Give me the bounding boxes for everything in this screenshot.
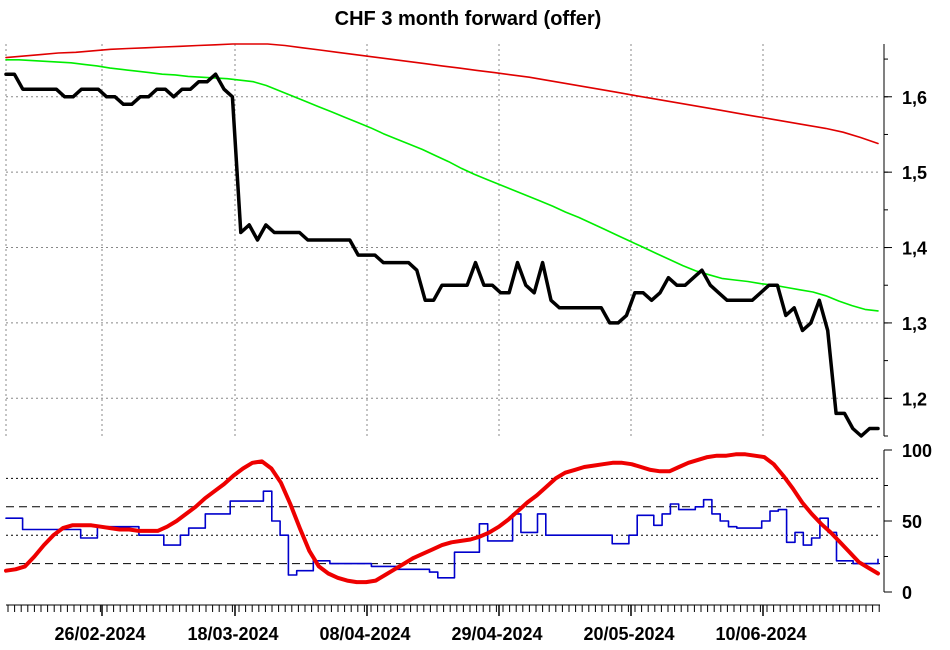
axes bbox=[6, 44, 892, 616]
y-tick-label: 100 bbox=[902, 441, 932, 461]
y-tick-label: 1,6 bbox=[902, 88, 927, 108]
y-tick-label: 0 bbox=[902, 583, 912, 603]
x-tick-label: 20/05-2024 bbox=[583, 624, 674, 644]
x-tick-label: 26/02-2024 bbox=[54, 624, 145, 644]
series-blue-line bbox=[5, 490, 879, 579]
x-tick-label: 29/04-2024 bbox=[451, 624, 542, 644]
chart-title: CHF 3 month forward (offer) bbox=[335, 8, 602, 30]
series-black-line bbox=[4, 72, 880, 438]
x-tick-label: 18/03-2024 bbox=[187, 624, 278, 644]
y-tick-label: 1,4 bbox=[902, 239, 927, 259]
y-tick-label: 1,5 bbox=[902, 163, 927, 183]
series-red-oscillator bbox=[4, 452, 880, 585]
y-tick-label: 1,3 bbox=[902, 314, 927, 334]
gridlines bbox=[5, 44, 880, 565]
x-tick-label: 10/06-2024 bbox=[715, 624, 806, 644]
y-tick-label: 1,2 bbox=[902, 389, 927, 409]
y-tick-label: 50 bbox=[902, 512, 922, 532]
series-red-line bbox=[5, 43, 879, 145]
tick-labels: 26/02-2024 18/03-2024 08/04-2024 29/04-2024… bbox=[54, 88, 932, 644]
series-green-line bbox=[5, 59, 879, 312]
x-tick-label: 08/04-2024 bbox=[319, 624, 410, 644]
series-layer bbox=[4, 43, 880, 585]
